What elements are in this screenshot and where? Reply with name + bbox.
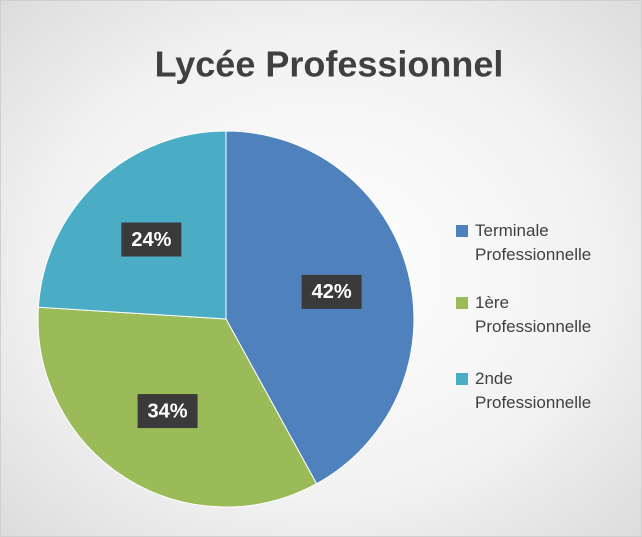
- data-label: 34%: [148, 400, 188, 422]
- legend-label: Terminale Professionnelle: [475, 221, 592, 264]
- data-label-box: [137, 394, 198, 429]
- legend-label: 2nde Professionnelle: [475, 369, 592, 412]
- legend-swatch: [456, 225, 468, 237]
- data-label: 42%: [312, 281, 352, 303]
- legend-label: 1ère Professionnelle: [475, 293, 592, 336]
- chart-title: Lycée Professionnel: [155, 44, 504, 85]
- data-label-box: [121, 222, 182, 257]
- legend-swatch: [456, 297, 468, 309]
- data-label-box: [301, 274, 362, 309]
- legend-swatch: [456, 373, 468, 385]
- data-label: 24%: [131, 229, 171, 251]
